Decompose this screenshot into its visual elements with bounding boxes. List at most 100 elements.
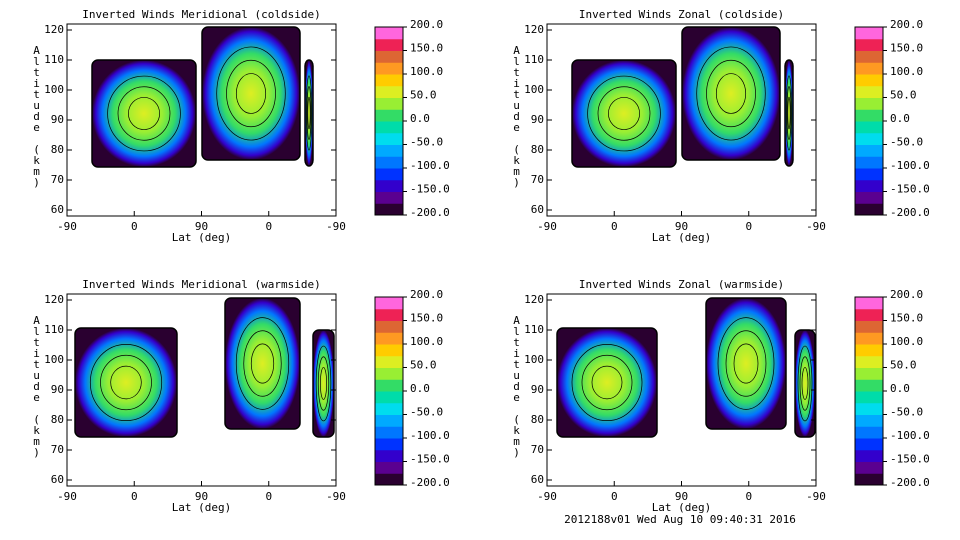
colorbar-tick-label: -100.0: [410, 429, 450, 442]
x-tick-label: 0: [265, 220, 272, 233]
y-tick-label: 80: [51, 143, 64, 156]
contour-line: [305, 75, 313, 151]
y-tick-label: 70: [531, 173, 544, 186]
colorbar-tick-label: -50.0: [410, 136, 443, 149]
colorbar-band: [375, 27, 403, 40]
contour-line: [307, 96, 311, 130]
footer: 2012188v01 Wed Aug 10 09:40:31 2016: [564, 513, 796, 526]
colorbar-tick-label: 0.0: [890, 382, 910, 395]
colorbar-tick-label: -150.0: [410, 183, 450, 196]
colorbar-band: [855, 402, 883, 415]
colorbar-band: [375, 332, 403, 345]
y-tick-label: 100: [524, 83, 544, 96]
colorbar-band: [855, 156, 883, 169]
colorbar-tick-label: 100.0: [410, 65, 443, 78]
colorbar-band: [855, 297, 883, 310]
colorbar-tick-label: 150.0: [890, 312, 923, 325]
colorbar-band: [375, 308, 403, 321]
contour-line: [216, 46, 286, 141]
x-axis-label: Lat (deg): [172, 501, 232, 514]
colorbar-band: [855, 38, 883, 51]
x-tick-label: 0: [745, 220, 752, 233]
colorbar-band: [375, 438, 403, 451]
contour-line: [243, 330, 282, 397]
colorbar-band: [855, 379, 883, 392]
colorbar-band: [375, 379, 403, 392]
colorbar-band: [375, 62, 403, 75]
y-tick-label: 120: [44, 293, 64, 306]
colorbar-tick-label: 50.0: [890, 359, 917, 372]
contour-line: [250, 343, 275, 384]
y-tick-label: 90: [531, 383, 544, 396]
x-axis-label: Lat (deg): [172, 231, 232, 244]
y-tick-label: 80: [51, 413, 64, 426]
colorbar-band: [855, 191, 883, 204]
colorbar-band: [375, 203, 403, 216]
colorbar-band: [375, 449, 403, 462]
x-tick-label: -90: [806, 220, 826, 233]
x-tick-label: 0: [745, 490, 752, 503]
colorbar-band: [855, 308, 883, 321]
chart-title: Inverted Winds Meridional (warmside): [82, 278, 320, 291]
contour-line: [235, 73, 267, 114]
colorbar-tick-label: 100.0: [890, 335, 923, 348]
contour-field: [91, 59, 197, 168]
x-axis-label: Lat (deg): [652, 231, 712, 244]
colorbar-band: [375, 344, 403, 357]
y-tick-label: 60: [531, 203, 544, 216]
colorbar-band: [855, 344, 883, 357]
colorbar-band: [855, 332, 883, 345]
contour-line: [587, 75, 661, 152]
contour-line: [117, 86, 171, 141]
colorbar-band: [855, 426, 883, 439]
colorbar-tick-label: 50.0: [410, 359, 437, 372]
colorbar-band: [855, 414, 883, 427]
colorbar-tick-label: 200.0: [410, 18, 443, 31]
colorbar-band: [375, 109, 403, 122]
colorbar-tick-label: 150.0: [410, 312, 443, 325]
colorbar-tick-label: 0.0: [410, 382, 430, 395]
colorbar-tick-label: 200.0: [890, 288, 923, 301]
contour-line: [608, 97, 640, 130]
x-tick-label: 90: [675, 490, 688, 503]
colorbar-band: [375, 38, 403, 51]
x-tick-label: 0: [611, 490, 618, 503]
colorbar-band: [855, 391, 883, 404]
contour-line: [315, 345, 332, 422]
contour-line: [235, 317, 290, 410]
colorbar-tick-label: -150.0: [890, 183, 930, 196]
y-tick-label: 60: [531, 473, 544, 486]
x-tick-label: -90: [326, 490, 346, 503]
y-tick-label: 90: [51, 113, 64, 126]
colorbar-tick-label: 50.0: [890, 89, 917, 102]
colorbar-band: [855, 27, 883, 40]
y-tick-label: 110: [44, 53, 64, 66]
contour-line: [706, 59, 756, 128]
colorbar-band: [855, 438, 883, 451]
contour-line: [787, 96, 791, 130]
y-tick-label: 80: [531, 413, 544, 426]
contour-line: [110, 365, 142, 400]
x-tick-label: 90: [195, 220, 208, 233]
panel: Inverted Winds Zonal (coldside) 60 70 80 90 1…: [510, 8, 930, 244]
colorbar-tick-label: 100.0: [410, 335, 443, 348]
y-tick-label: 70: [51, 443, 64, 456]
colorbar-band: [375, 402, 403, 415]
y-tick-label: 90: [51, 383, 64, 396]
colorbar-band: [855, 97, 883, 110]
x-tick-label: 0: [131, 490, 138, 503]
colorbar-band: [375, 391, 403, 404]
x-tick-label: 0: [265, 490, 272, 503]
contour-field: [74, 327, 178, 438]
contour-line: [717, 317, 775, 410]
y-axis-label: Altitude (km): [30, 314, 43, 458]
chart-title: Inverted Winds Zonal (coldside): [579, 8, 784, 21]
colorbar-band: [855, 355, 883, 368]
colorbar-band: [855, 203, 883, 216]
colorbar-band: [375, 355, 403, 368]
colorbar-band: [375, 121, 403, 134]
y-tick-label: 60: [51, 203, 64, 216]
y-tick-label: 80: [531, 143, 544, 156]
colorbar-tick-label: 100.0: [890, 65, 923, 78]
